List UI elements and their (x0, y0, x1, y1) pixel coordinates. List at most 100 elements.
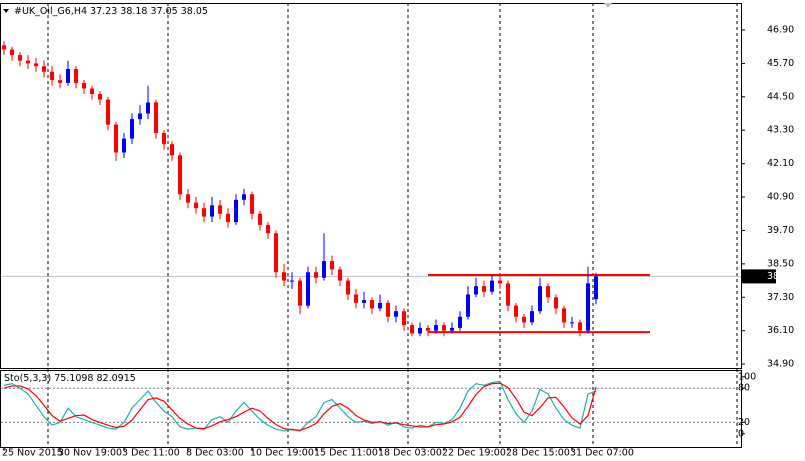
indicator-title: Sto(5,3,3) (4, 373, 51, 384)
candle-body (466, 294, 470, 317)
candle-body (450, 327, 454, 331)
signal-value: 82.0915 (97, 373, 136, 384)
x-tick-label: 18 Dec 03:00 (378, 448, 442, 459)
x-tick-label: 28 Dec 15:00 (506, 448, 570, 459)
y-tick-label: 40.90 (767, 192, 794, 203)
main-value: 75.1098 (54, 373, 93, 384)
candle-body (394, 311, 398, 317)
y-tick-label: 0 (738, 428, 744, 439)
candle-body (370, 300, 374, 309)
candle-body (258, 213, 262, 225)
candle-body (386, 302, 390, 317)
candle-body (538, 286, 542, 312)
candle-body (554, 297, 558, 309)
y-tick-label: 39.70 (767, 225, 794, 236)
candle-body (266, 224, 270, 234)
candle-body (426, 327, 430, 331)
candle-body (194, 202, 198, 209)
candle-body (74, 68, 78, 83)
y-tick-label: 36.10 (767, 325, 794, 336)
candle-body (530, 311, 534, 323)
candle-body (498, 280, 502, 284)
y-tick-label: 100 (738, 371, 756, 382)
open-value: 37.23 (90, 6, 117, 17)
y-tick-label: 38.50 (767, 258, 794, 269)
candle-body (514, 305, 518, 317)
x-tick-label: 15 Dec 11:00 (314, 448, 378, 459)
candle-body (290, 280, 294, 282)
candle-body (274, 233, 278, 273)
candle-body (130, 119, 134, 139)
candle-body (202, 208, 206, 217)
candle-body (26, 60, 30, 64)
separators (47, 3, 738, 447)
candle-body (442, 325, 446, 331)
candle-body (42, 66, 46, 72)
candle-body (354, 294, 358, 303)
candle-body (122, 138, 126, 153)
candle-body (114, 124, 118, 153)
candle-body (482, 286, 486, 292)
candle-body (146, 102, 150, 114)
y-tick-label: 45.70 (767, 58, 794, 69)
candle-body (82, 82, 86, 89)
candle-body (58, 80, 62, 83)
candle-body (506, 283, 510, 306)
header: #UK_Oil_G6,H4 37.23 38.18 37.05 38.05 (14, 6, 208, 17)
candle-body (210, 205, 214, 217)
candle-body (586, 283, 590, 331)
candle-body (330, 261, 334, 270)
x-tick-label: 22 Dec 19:00 (442, 448, 506, 459)
candle-body (570, 322, 574, 324)
candle-body (234, 199, 238, 223)
price-label: 38.05 (767, 271, 794, 282)
candle-body (338, 269, 342, 281)
candle-body (2, 45, 6, 50)
candle-body (314, 272, 318, 278)
x-tick-label: 30 Nov 19:00 (58, 448, 122, 459)
indicator-line (3, 382, 597, 431)
candle-body (178, 155, 182, 195)
candle-body (98, 94, 102, 100)
x-tick-label: 31 Dec 07:00 (570, 448, 634, 459)
candle-body (306, 272, 310, 306)
candle-body (66, 68, 70, 83)
candle-body (18, 55, 22, 61)
candle-body (322, 261, 326, 278)
candle-body (90, 88, 94, 95)
y-tick-label: 42.10 (767, 158, 794, 169)
candle-body (298, 280, 302, 306)
candle-body (106, 99, 110, 125)
candle-body (162, 133, 166, 145)
candle-body (578, 322, 582, 331)
y-tick-label: 43.30 (767, 125, 794, 136)
candle-body (170, 144, 174, 156)
candle-body (490, 280, 494, 292)
low-value: 37.05 (151, 6, 178, 17)
candle-body (242, 194, 246, 200)
menu-arrow (3, 9, 9, 13)
candle-body (418, 327, 422, 334)
y-tick-label: 46.90 (767, 25, 794, 36)
candle-body (282, 272, 286, 281)
candle-body (138, 113, 142, 120)
candle-body (34, 63, 38, 67)
candle-body (154, 102, 158, 134)
x-tick-label: 10 Dec 19:00 (250, 448, 314, 459)
candle-body (562, 308, 566, 323)
x-tick-label: 3 Dec 11:00 (122, 448, 180, 459)
candle-body (522, 316, 526, 323)
candle-body (186, 194, 190, 203)
y-tick-label: 20 (738, 417, 750, 428)
x-tick-label: 25 Nov 2015 (2, 448, 63, 459)
candle-body (226, 213, 230, 223)
candle-body (402, 311, 406, 326)
candle-body (458, 316, 462, 328)
candle-body (546, 286, 550, 298)
indicator-header: Sto(5,3,3) 75.1098 82.0915 (4, 373, 136, 384)
y-tick-label: 80 (738, 383, 750, 394)
candle-body (50, 71, 54, 81)
candle-body (346, 280, 350, 295)
candle-body (474, 286, 478, 295)
